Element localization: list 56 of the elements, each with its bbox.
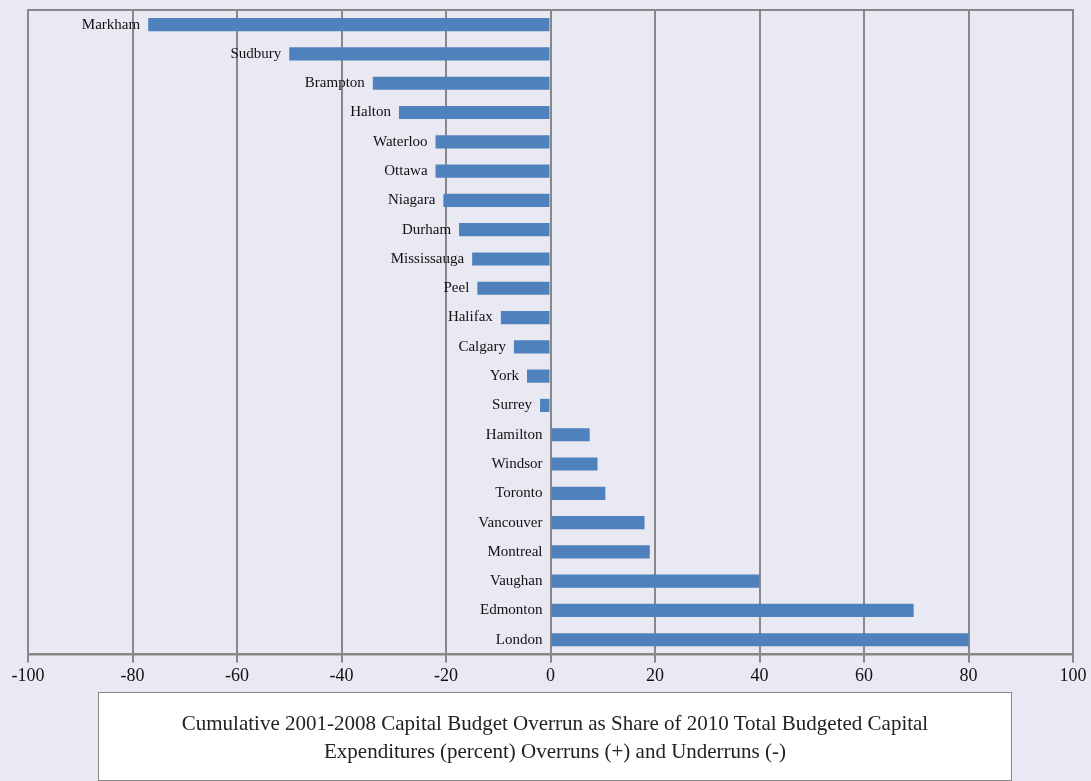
x-tick-label: 80 (959, 664, 978, 685)
y-tick-label: Vaughan (490, 572, 543, 589)
y-tick-label: Mississauga (390, 249, 465, 266)
y-tick-label: York (489, 367, 520, 384)
y-tick-label: Sudbury (230, 44, 282, 61)
bar (551, 603, 914, 618)
x-tick-label: -40 (329, 664, 354, 685)
bar (540, 398, 550, 413)
bar (551, 486, 606, 500)
y-tick-label: Hamilton (485, 425, 543, 442)
x-tick-label: -60 (225, 664, 249, 685)
y-tick-label: Peel (443, 279, 470, 296)
bar (551, 545, 650, 559)
y-tick-label: Windsor (491, 454, 543, 471)
y-tick-label: Surrey (492, 396, 533, 413)
bar (551, 633, 969, 647)
y-tick-label: Montreal (487, 542, 543, 559)
bar (513, 340, 550, 354)
y-tick-label: Edmonton (480, 601, 543, 618)
x-tick-label: 40 (750, 664, 769, 685)
bar (551, 428, 590, 442)
y-tick-label: Waterloo (372, 132, 428, 149)
x-tick-label: 0 (546, 664, 555, 685)
bar (500, 310, 550, 325)
x-tick-label: 20 (646, 664, 664, 685)
bar (526, 369, 550, 383)
x-tick-label: 60 (855, 664, 873, 685)
text: Cumulative 2001-2008 Capital Budget Overrun as Share of 2010 Total Budgeted Capital Expenditures (percent) Overruns (+) and Underruns (-) (98, 692, 1012, 781)
bar (435, 135, 550, 149)
x-tick-label: -100 (11, 664, 45, 685)
bar (477, 281, 550, 295)
bar (472, 252, 550, 266)
y-tick-label: Halifax (447, 308, 494, 325)
bar (289, 47, 550, 61)
y-tick-label: Niagara (387, 191, 436, 208)
x-tick-label: -20 (434, 664, 458, 685)
y-tick-label: Ottawa (384, 162, 428, 179)
y-tick-label: Calgary (458, 337, 507, 354)
x-tick-label: 100 (1059, 664, 1087, 685)
y-tick-label: Toronto (495, 484, 543, 501)
y-tick-label: Brampton (304, 74, 366, 91)
bar (459, 223, 550, 237)
y-tick-label: Markham (81, 15, 141, 32)
y-tick-label: Vancouver (478, 513, 543, 530)
bar (148, 18, 550, 32)
bar (551, 574, 760, 588)
y-tick-label: London (495, 630, 543, 647)
bar (372, 76, 550, 90)
bar (398, 105, 550, 120)
bar (551, 457, 598, 471)
x-tick-label: -80 (120, 664, 145, 685)
y-tick-label: Durham (401, 220, 452, 237)
bar (551, 516, 645, 530)
bar (435, 164, 550, 178)
bar (443, 193, 550, 207)
y-tick-label: Halton (350, 103, 392, 120)
